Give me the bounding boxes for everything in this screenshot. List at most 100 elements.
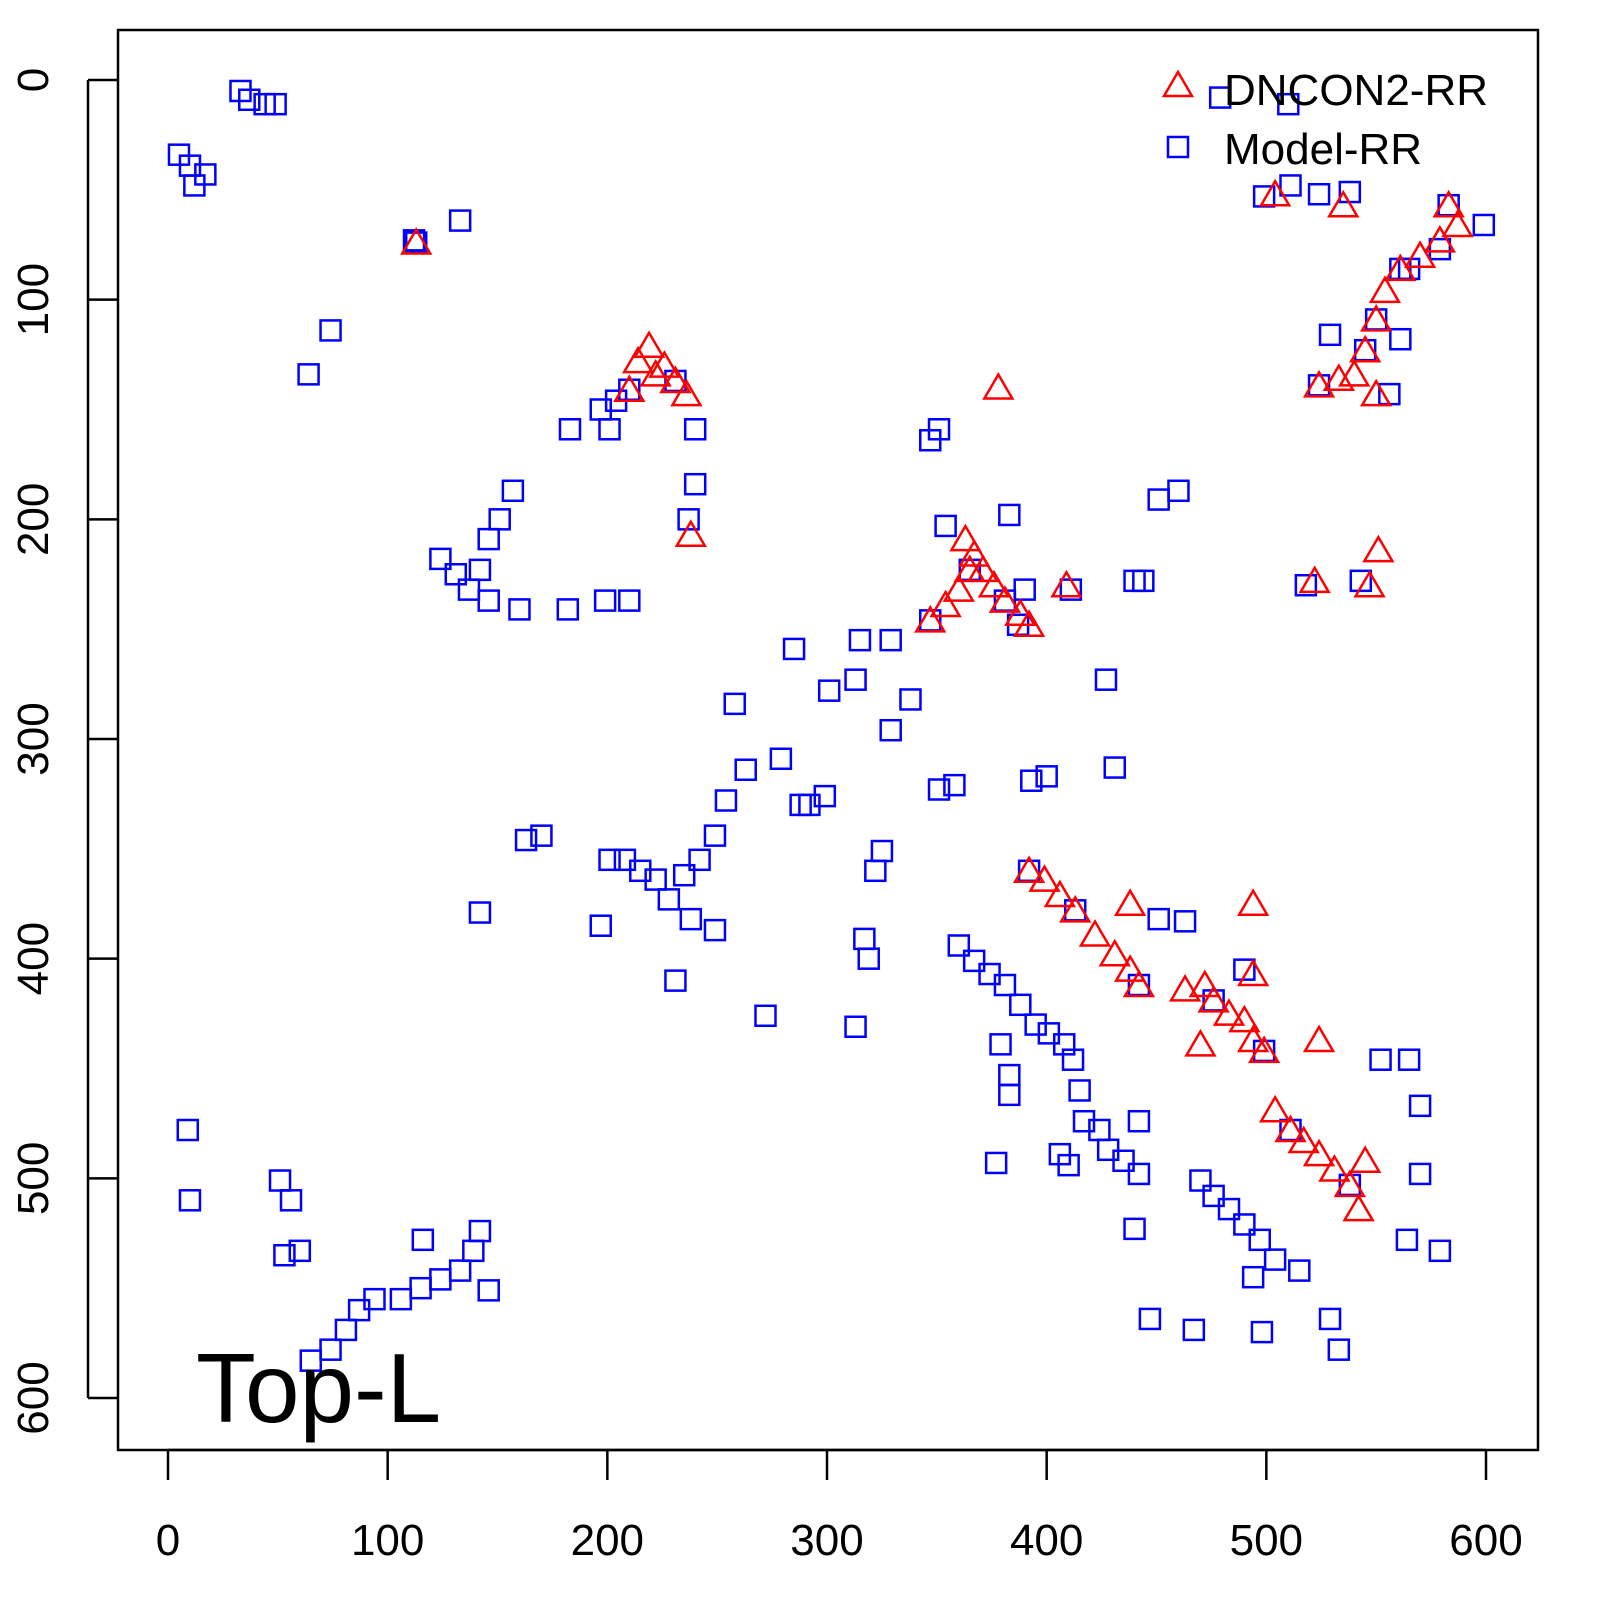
dncon2-rr-point	[1302, 369, 1336, 398]
model-rr-point	[444, 563, 468, 586]
model-rr-point	[1147, 488, 1170, 511]
dncon2-rr-point	[1274, 1114, 1307, 1143]
model-rr-point	[264, 92, 287, 116]
dncon2-rr-point	[1113, 954, 1147, 982]
model-rr-point	[1248, 1228, 1271, 1252]
plot-frame	[116, 28, 1540, 1452]
model-rr-point	[962, 949, 986, 973]
model-rr-point	[1233, 1213, 1256, 1236]
dncon2-rr-point	[1302, 1024, 1336, 1053]
model-rr-point	[1318, 1307, 1342, 1331]
dncon2-rr-point	[1168, 973, 1202, 1002]
model-rr-point	[853, 927, 876, 951]
model-rr-point	[1127, 1109, 1151, 1133]
model-rr-point	[1277, 92, 1300, 116]
dncon2-rr-point	[1353, 569, 1386, 598]
model-rr-point	[927, 778, 951, 801]
model-rr-point	[844, 668, 867, 691]
model-rr-point	[319, 319, 342, 342]
model-rr-point	[984, 1151, 1008, 1175]
model-rr-point	[998, 503, 1021, 527]
dncon2-rr-point	[1349, 1145, 1382, 1174]
model-rr-point	[618, 589, 641, 612]
dncon2-rr-point	[942, 574, 975, 602]
model-rr-point	[514, 828, 538, 852]
dncon2-rr-point	[1342, 1193, 1375, 1222]
model-rr-point	[1173, 910, 1197, 933]
dncon2-rr-point	[1228, 1004, 1261, 1033]
dncon2-rr-point	[1349, 334, 1382, 363]
model-rr-point	[1103, 756, 1127, 779]
x-tick-label: 0	[156, 1516, 180, 1565]
model-rr-point	[1112, 1149, 1135, 1173]
model-rr-point	[556, 598, 580, 621]
model-rr-point	[411, 1228, 435, 1252]
model-rr-point	[477, 527, 500, 551]
dncon2-rr-point	[1258, 178, 1292, 207]
model-rr-point	[268, 1169, 292, 1192]
x-tick-label: 500	[1230, 1516, 1303, 1565]
model-rr-point	[1132, 569, 1155, 593]
model-rr-point	[1397, 1048, 1421, 1071]
model-rr-point	[998, 1083, 1021, 1107]
y-tick-label: 0	[9, 68, 58, 92]
dncon2-rr-point	[966, 554, 1000, 583]
model-rr-point	[1057, 1153, 1080, 1177]
model-rr-point	[334, 1318, 358, 1342]
dncon2-rr-point	[1359, 303, 1393, 332]
model-rr-point	[1094, 668, 1118, 691]
model-rr-point	[848, 628, 872, 652]
model-rr-point	[769, 747, 793, 771]
dncon2-rr-point	[1327, 189, 1360, 218]
model-rr-point	[734, 758, 757, 782]
dncon2-rr-point	[1188, 969, 1222, 998]
model-rr-point	[817, 679, 841, 702]
y-tick-label: 200	[9, 483, 58, 556]
model-rr-point	[657, 888, 681, 911]
dncon2-rr-point	[1078, 919, 1112, 947]
model-rr-point	[1202, 1184, 1225, 1208]
x-tick-label: 100	[351, 1516, 424, 1565]
dncon2-rr-point	[1184, 1028, 1217, 1057]
dncon2-rr-point	[1368, 275, 1402, 304]
dncon2-rr-point	[1338, 358, 1371, 387]
model-rr-point	[1428, 1239, 1452, 1263]
y-tick-label: 300	[9, 702, 58, 775]
dncon2-rr-point	[674, 519, 707, 547]
model-rr-point	[1147, 907, 1170, 931]
model-rr-point	[558, 418, 582, 441]
model-rr-point	[1263, 1248, 1287, 1271]
model-rr-point	[1389, 327, 1412, 351]
annotation-top-l: Top-L	[196, 1333, 441, 1443]
model-rr-point	[934, 514, 957, 538]
model-rr-point	[297, 363, 320, 386]
model-rr-point	[1288, 1259, 1311, 1282]
model-rr-point	[288, 1239, 312, 1263]
model-rr-point	[993, 973, 1017, 997]
y-tick-label: 400	[9, 922, 58, 995]
dncon2-rr-point	[988, 585, 1022, 613]
model-rr-point	[1035, 765, 1058, 788]
dncon2-rr-point	[1113, 888, 1147, 916]
model-rr-point	[462, 1239, 485, 1263]
dncon2-rr-point	[1098, 938, 1131, 967]
dncon2-rr-point	[1302, 1138, 1336, 1167]
model-rr-point	[1233, 958, 1256, 981]
model-rr-point	[1208, 86, 1232, 109]
model-rr-point	[844, 1015, 867, 1039]
dncon2-rr-point	[1362, 534, 1395, 563]
model-rr-point	[1127, 1162, 1151, 1186]
model-rr-point	[1061, 1048, 1085, 1071]
model-rr-point	[1013, 578, 1036, 601]
model-rr-point	[1279, 174, 1302, 197]
x-axis: 0 100 200 300 400 500 600	[156, 1448, 1523, 1565]
dncon2-rr-point	[1247, 1035, 1281, 1064]
model-rr-point	[429, 547, 452, 571]
dncon2-rr-point	[1318, 1154, 1351, 1182]
model-rr-point	[1189, 1169, 1212, 1192]
model-rr-point	[488, 508, 511, 531]
model-rr-point	[857, 947, 880, 970]
model-rr-point	[598, 418, 621, 441]
legend-label-model: Model-RR	[1224, 125, 1422, 174]
dncon2-rr-point	[1423, 224, 1457, 253]
